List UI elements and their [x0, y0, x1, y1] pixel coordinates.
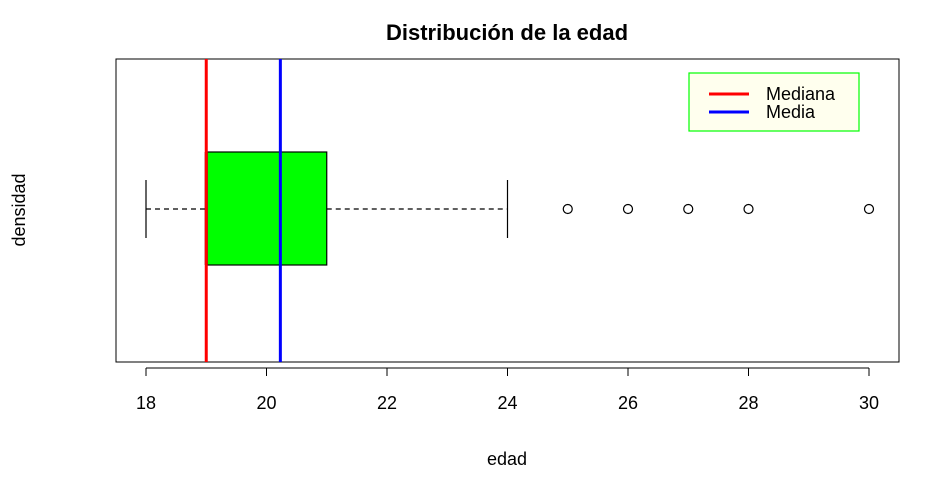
outlier-point [683, 203, 694, 215]
outlier-point [863, 203, 875, 215]
outlier-point [622, 203, 634, 215]
x-axis: 18 20 22 24 26 28 30 [136, 367, 879, 413]
x-tick-label: 24 [497, 393, 517, 413]
y-axis-label: densidad [9, 173, 29, 246]
chart-marks [145, 59, 875, 362]
outlier-point [562, 203, 573, 215]
x-tick-label: 22 [377, 393, 397, 413]
legend-label-media: Media [766, 102, 816, 122]
plot-frame [115, 58, 900, 363]
chart-title: Distribución de la edad [386, 20, 628, 45]
box [205, 151, 328, 266]
x-tick-label: 28 [738, 393, 758, 413]
x-tick-label: 20 [256, 393, 276, 413]
x-tick-label: 18 [136, 393, 156, 413]
legend-label-mediana: Mediana [766, 84, 836, 104]
x-axis-label: edad [487, 449, 527, 469]
outlier-point [743, 203, 754, 215]
legend-box [688, 72, 860, 132]
x-tick-label: 26 [618, 393, 638, 413]
x-tick-label: 30 [859, 393, 879, 413]
